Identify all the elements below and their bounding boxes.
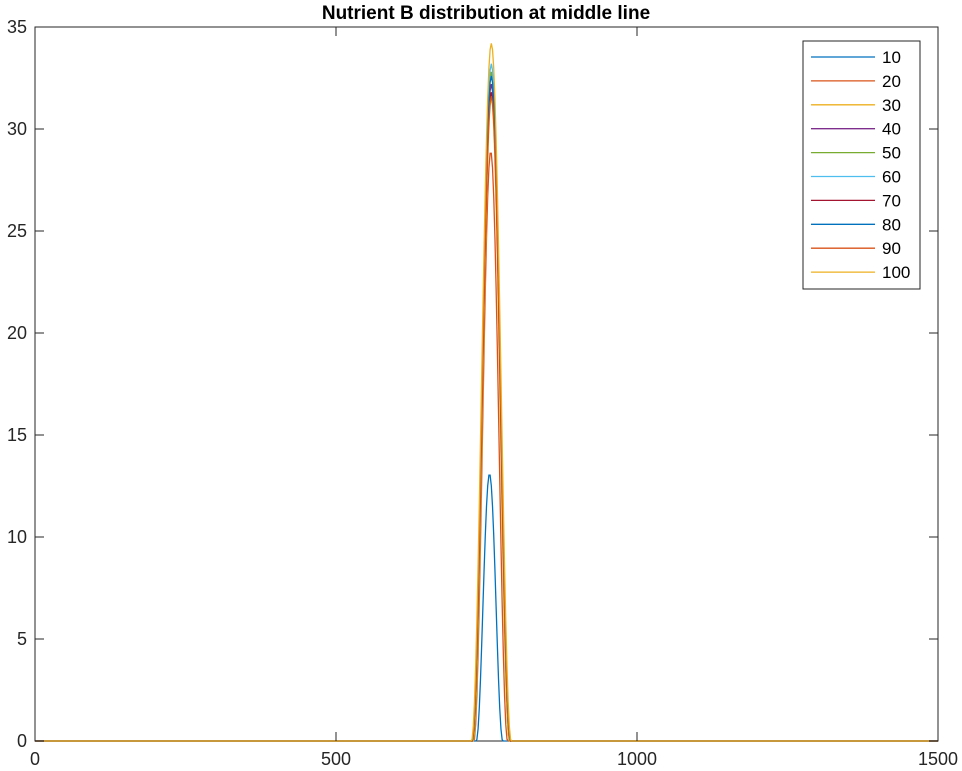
x-tick-label: 1500 xyxy=(918,749,958,769)
legend-label-10: 10 xyxy=(882,48,901,67)
y-tick-label: 10 xyxy=(7,527,27,547)
x-tick-label: 500 xyxy=(321,749,351,769)
legend-label-20: 20 xyxy=(882,72,901,91)
series-lines xyxy=(35,43,938,742)
legend-label-60: 60 xyxy=(882,168,901,187)
legend-label-70: 70 xyxy=(882,191,901,210)
legend-label-80: 80 xyxy=(882,215,901,234)
legend-label-50: 50 xyxy=(882,144,901,163)
y-tick-label: 35 xyxy=(7,17,27,37)
legend-label-40: 40 xyxy=(882,120,901,139)
y-tick-label: 15 xyxy=(7,425,27,445)
legend: 10 20 30 40 50 60 70 80 90 100 xyxy=(802,40,921,290)
x-tick-label: 0 xyxy=(30,749,40,769)
x-tick-label: 1000 xyxy=(617,749,657,769)
chart-title: Nutrient B distribution at middle line xyxy=(322,3,650,24)
y-tick-label: 0 xyxy=(17,731,27,751)
y-tick-label: 30 xyxy=(7,119,27,139)
y-tick-label: 5 xyxy=(17,629,27,649)
legend-box xyxy=(802,40,921,290)
legend-label-100: 100 xyxy=(882,263,910,282)
legend-label-30: 30 xyxy=(882,96,901,115)
y-tick-label: 20 xyxy=(7,323,27,343)
axes: 0 500 1000 1500 0 5 10 15 20 25 30 35 xyxy=(7,17,958,769)
y-tick-label: 25 xyxy=(7,221,27,241)
legend-label-90: 90 xyxy=(882,239,901,258)
series-line-100 xyxy=(35,43,938,742)
